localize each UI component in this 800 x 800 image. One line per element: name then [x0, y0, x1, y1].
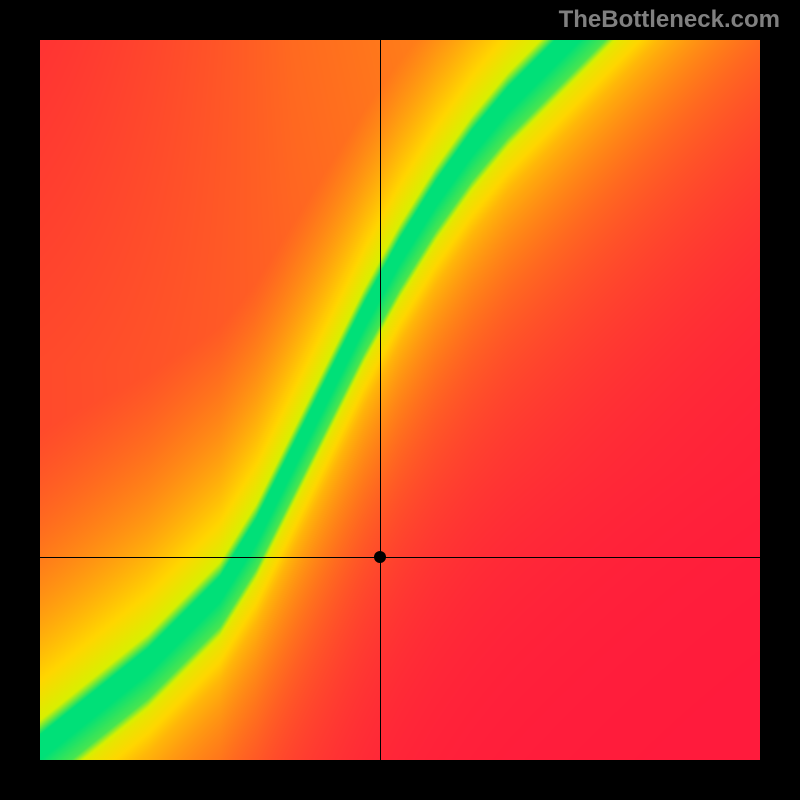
- heatmap-plot: [40, 40, 760, 760]
- marker-dot: [374, 551, 386, 563]
- crosshair-vertical: [380, 40, 381, 760]
- watermark-text: TheBottleneck.com: [559, 6, 780, 34]
- crosshair-horizontal: [40, 557, 760, 558]
- heatmap-canvas: [40, 40, 760, 760]
